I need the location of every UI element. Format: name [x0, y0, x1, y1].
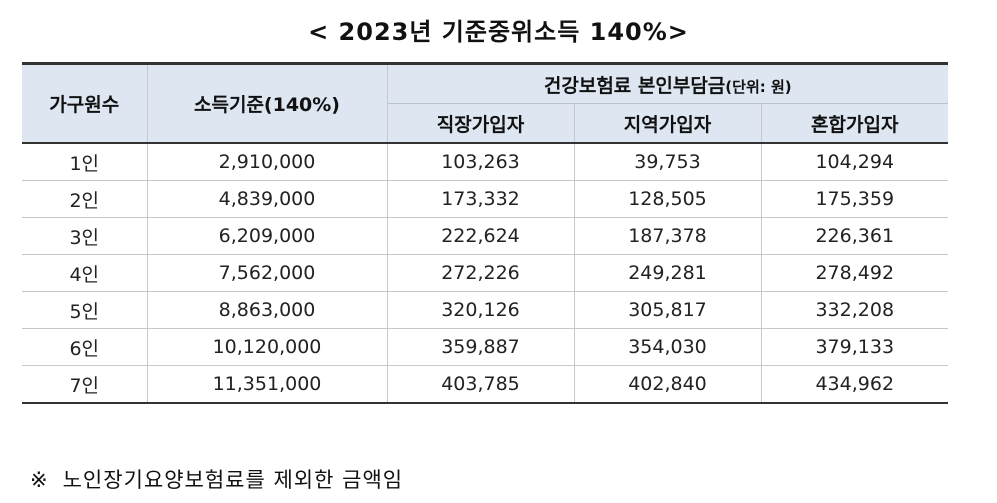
- table-row: 5인 8,863,000 320,126 305,817 332,208: [22, 291, 949, 329]
- cell-employee: 103,263: [386, 143, 575, 181]
- cell-regional: 249,281: [573, 254, 762, 292]
- table-row: 3인 6,209,000 222,624 187,378 226,361: [22, 217, 949, 255]
- table-body: 1인 2,910,000 103,263 39,753 104,294 2인 4,839,0…: [22, 143, 949, 404]
- header-mixed: 혼합가입자: [760, 103, 949, 144]
- cell-mixed: 175,359: [760, 180, 949, 218]
- header-regional: 지역가입자: [573, 103, 762, 144]
- cell-mixed: 332,208: [760, 291, 949, 329]
- cell-employee: 173,332: [386, 180, 575, 218]
- cell-income: 11,351,000: [146, 365, 388, 404]
- cell-household: 7인: [22, 365, 148, 404]
- cell-income: 4,839,000: [146, 180, 388, 218]
- cell-income: 2,910,000: [146, 143, 388, 181]
- cell-employee: 222,624: [386, 217, 575, 255]
- cell-household: 1인: [22, 143, 148, 181]
- cell-income: 8,863,000: [146, 291, 388, 329]
- header-employee: 직장가입자: [387, 103, 575, 144]
- cell-regional: 354,030: [573, 328, 762, 366]
- cell-regional: 187,378: [573, 217, 762, 255]
- cell-mixed: 434,962: [760, 365, 949, 404]
- cell-income: 7,562,000: [146, 254, 388, 292]
- cell-household: 5인: [22, 291, 148, 329]
- cell-regional: 305,817: [573, 291, 762, 329]
- cell-employee: 272,226: [386, 254, 575, 292]
- table-row: 2인 4,839,000 173,332 128,505 175,359: [22, 180, 949, 218]
- page-title: < 2023년 기준중위소득 140%>: [308, 18, 689, 46]
- header-premium-label: 건강보험료 본인부담금: [543, 74, 726, 97]
- cell-income: 6,209,000: [146, 217, 388, 255]
- header-household: 가구원수: [22, 62, 148, 144]
- cell-regional: 402,840: [573, 365, 762, 404]
- note-text: 노인장기요양보험료를 제외한 금액임: [62, 468, 404, 492]
- cell-household: 4인: [22, 254, 148, 292]
- cell-household: 3인: [22, 217, 148, 255]
- cell-mixed: 379,133: [760, 328, 949, 366]
- cell-regional: 128,505: [573, 180, 762, 218]
- header-premium-unit: (단위: 원): [725, 77, 792, 96]
- cell-employee: 403,785: [386, 365, 575, 404]
- cell-employee: 320,126: [386, 291, 575, 329]
- cell-mixed: 226,361: [760, 217, 949, 255]
- table-row: 6인 10,120,000 359,887 354,030 379,133: [22, 328, 949, 366]
- cell-household: 2인: [22, 180, 148, 218]
- note-mark: ※: [30, 468, 49, 492]
- income-premium-table: 가구원수 소득기준(140%) 건강보험료 본인부담금(단위: 원) 직장가입자…: [22, 62, 949, 404]
- table-row: 7인 11,351,000 403,785 402,840 434,962: [22, 365, 949, 404]
- cell-regional: 39,753: [573, 143, 762, 181]
- table-row: 4인 7,562,000 272,226 249,281 278,492: [22, 254, 949, 292]
- cell-employee: 359,887: [386, 328, 575, 366]
- table-row: 1인 2,910,000 103,263 39,753 104,294: [22, 143, 949, 181]
- header-income: 소득기준(140%): [146, 62, 388, 144]
- footnote: ※ 노인장기요양보험료를 제외한 금액임: [30, 464, 403, 494]
- cell-mixed: 104,294: [760, 143, 949, 181]
- cell-income: 10,120,000: [146, 328, 388, 366]
- cell-mixed: 278,492: [760, 254, 949, 292]
- cell-household: 6인: [22, 328, 148, 366]
- header-premium-group: 건강보험료 본인부담금(단위: 원): [386, 62, 949, 104]
